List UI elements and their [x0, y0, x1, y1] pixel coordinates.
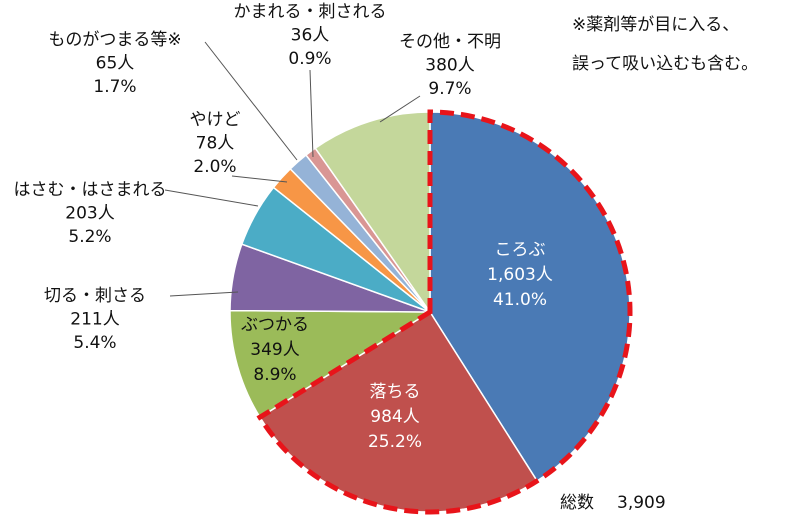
slice-label: 349人 [250, 340, 299, 360]
slice-label: ぶつかる [241, 315, 309, 335]
leader-line [309, 69, 314, 158]
leader-line [164, 189, 259, 207]
pie-slice [314, 111, 431, 315]
slice-label: はさむ・はさまれる [14, 180, 167, 200]
note: ※薬剤等が目に入る、 [572, 15, 739, 35]
slice-label: ころぶ [495, 240, 546, 260]
slice-label: 41.0% [493, 290, 547, 310]
note: 誤って吸い込むも含む。 [572, 54, 758, 74]
slice-label: 5.4% [73, 333, 116, 353]
pie-slice [429, 111, 631, 482]
slice-label: 380人 [425, 56, 474, 76]
slice-label: 8.9% [253, 365, 296, 385]
slice-label: 落ちる [370, 382, 421, 402]
slice-label: 1,603人 [487, 265, 553, 285]
leader-line [169, 291, 239, 297]
leader-line [204, 41, 298, 161]
total-value: 3,909 [617, 493, 666, 513]
highlight-outline [256, 109, 633, 515]
slice-label: 0.9% [288, 49, 331, 69]
slice-label: 65人 [96, 54, 135, 74]
slice-label: 78人 [196, 134, 235, 154]
slice-label: かまれる・刺される [234, 2, 387, 22]
slice-label: やけど [190, 110, 241, 130]
slice-label: 984人 [370, 407, 419, 427]
slice-label: 25.2% [368, 432, 422, 452]
slice-label: 9.7% [428, 79, 471, 99]
slice-label: 36人 [291, 26, 330, 46]
leader-line [379, 95, 421, 123]
total-label: 総数 [560, 493, 594, 513]
slice-label: 2.0% [193, 157, 236, 177]
leader-line [231, 175, 288, 183]
pie-slice [229, 309, 433, 419]
slice-label: 1.7% [93, 77, 136, 97]
slice-label: 211人 [70, 310, 119, 330]
slice-label: 切る・刺さる [44, 286, 146, 306]
slice-label: 5.2% [68, 227, 111, 247]
slice-label: その他・不明 [399, 32, 501, 52]
slice-label: 203人 [65, 204, 114, 224]
slice-label: ものがつまる等※ [48, 30, 181, 50]
